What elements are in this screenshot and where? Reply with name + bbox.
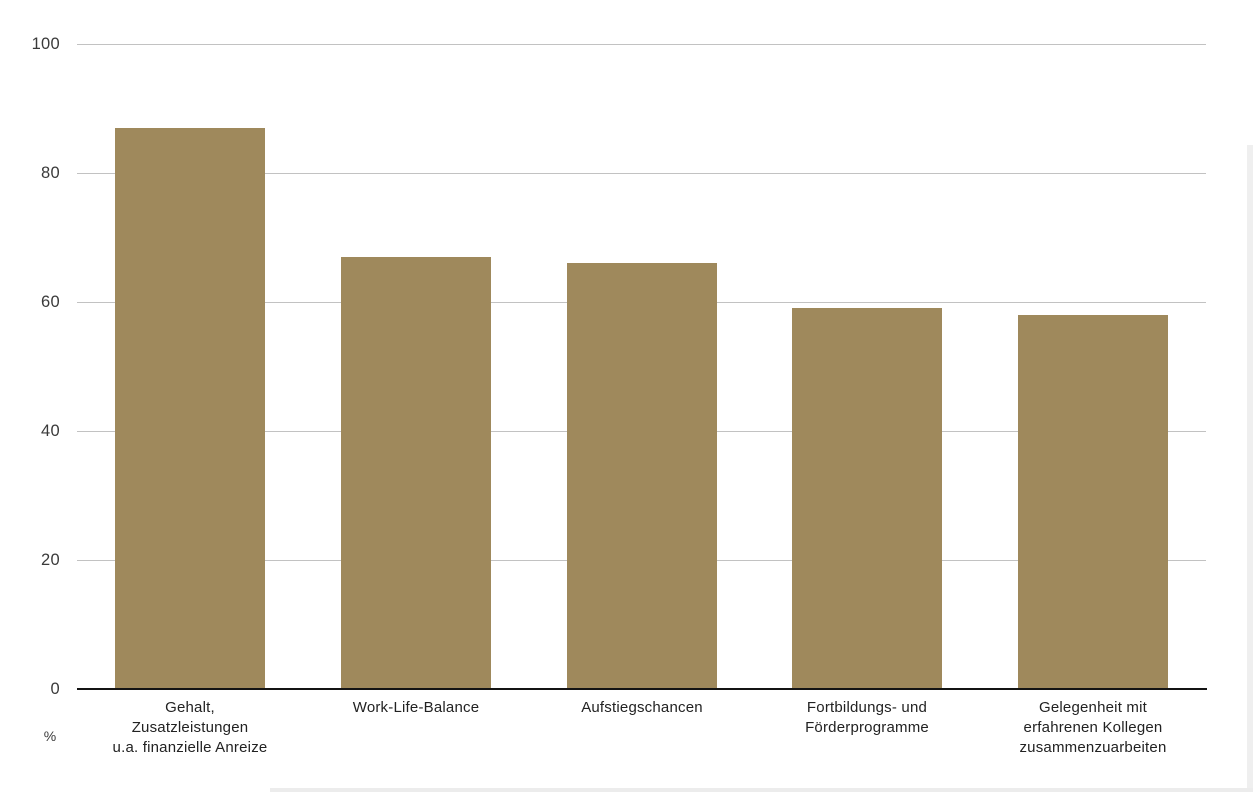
y-tick-label-80: 80 <box>41 164 60 182</box>
page-background-bottom-edge <box>270 788 1253 792</box>
bar-5 <box>1018 315 1168 689</box>
x-category-label-4: Fortbildungs- und Förderprogramme <box>805 699 929 736</box>
x-category-label-1: Gehalt, Zusatzleistungen u.a. finanziell… <box>112 699 268 756</box>
bar-4 <box>792 308 942 689</box>
gridline-100 <box>77 44 1206 45</box>
bar-3 <box>567 263 717 689</box>
y-tick-label-60: 60 <box>41 293 60 311</box>
y-axis-unit-label: % <box>43 728 57 744</box>
y-tick-label-0: 0 <box>50 680 60 698</box>
page-background-right-edge <box>1247 145 1253 792</box>
gridline-80 <box>77 173 1206 174</box>
y-tick-label-20: 20 <box>41 551 60 569</box>
bar-2 <box>341 257 491 689</box>
x-category-label-3: Aufstiegschancen <box>581 699 703 716</box>
x-axis-line <box>77 688 1207 690</box>
x-category-label-2: Work-Life-Balance <box>352 699 480 716</box>
x-category-label-5: Gelegenheit mit erfahrenen Kollegen zusa… <box>1019 699 1167 756</box>
y-tick-label-40: 40 <box>41 422 60 440</box>
bar-1 <box>115 128 265 689</box>
y-tick-label-100: 100 <box>31 35 60 53</box>
